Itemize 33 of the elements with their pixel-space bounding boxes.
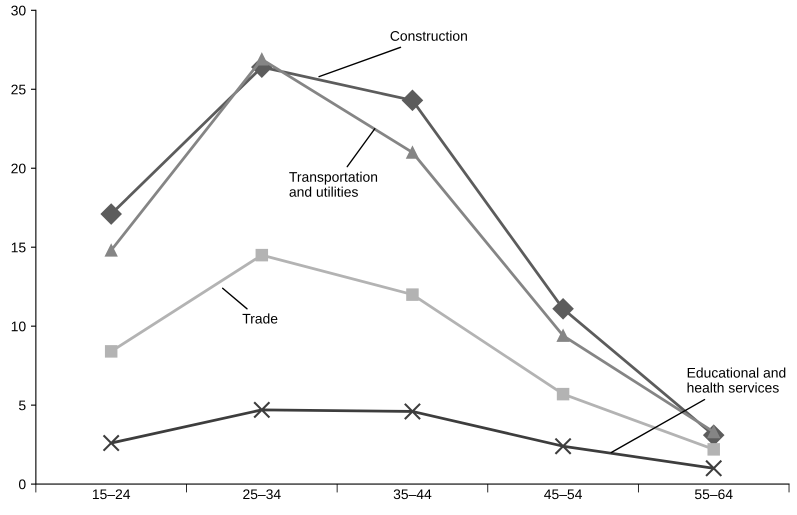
x-tick-label: 25–34 <box>243 489 281 500</box>
point <box>707 443 720 456</box>
point <box>253 401 270 419</box>
y-tick-label: 30 <box>11 6 26 16</box>
y-tick-label: 5 <box>18 400 26 410</box>
y-tick-label: 20 <box>11 164 26 174</box>
x-tick-label: 45–54 <box>544 489 582 500</box>
point <box>705 460 722 477</box>
point <box>554 438 572 455</box>
point <box>404 402 422 420</box>
point <box>100 204 122 225</box>
y-tick-label: 10 <box>12 322 26 332</box>
text: Transportation and utilities <box>289 172 378 197</box>
point <box>104 244 118 257</box>
point <box>552 298 574 320</box>
x-tick-label: 35–44 <box>394 489 432 500</box>
x-tick-label: 55–64 <box>694 489 733 500</box>
point <box>556 329 570 342</box>
text: Construction <box>390 30 467 41</box>
text: Educational and health services <box>688 367 786 393</box>
y-tick-label: 15 <box>12 242 26 252</box>
point <box>406 288 419 301</box>
point <box>102 434 120 452</box>
point <box>402 90 423 111</box>
point <box>104 345 118 358</box>
y-tick-label: 0 <box>18 479 26 490</box>
point <box>556 388 570 400</box>
point <box>256 248 268 262</box>
point <box>256 53 268 66</box>
y-tick-label: 25 <box>11 84 26 94</box>
x-tick-label: 15–24 <box>92 489 130 500</box>
point <box>406 146 419 159</box>
text: Trade <box>242 313 278 324</box>
